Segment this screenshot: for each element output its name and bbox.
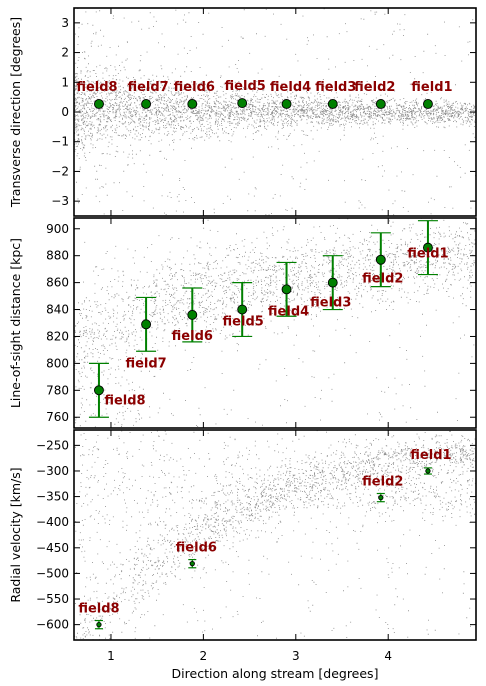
axes: −3 −2 −1 0 1 2 3 760 780 800 820 840 860 880 900 −600 −5… — [36, 7, 477, 663]
data-point-field4 — [281, 284, 292, 295]
field-label-field6: field6 — [176, 541, 217, 556]
data-point-field5 — [237, 304, 248, 315]
data-point-field6 — [187, 309, 198, 320]
field-label-field3: field3 — [310, 296, 351, 311]
y-tick-label: −2 — [51, 164, 69, 178]
panel-frame-2 — [73, 429, 477, 641]
y-axis-label-middle: Line-of-sight distance [kpc] — [8, 238, 23, 408]
y-tick-label: 1 — [61, 75, 69, 89]
star-field-0 — [74, 8, 476, 216]
data-point-field2 — [375, 254, 386, 265]
field-label-field2: field2 — [362, 475, 403, 490]
field-label-field8: field8 — [78, 602, 119, 617]
field-label-field5: field5 — [225, 79, 266, 94]
y-axis-label-top: Transverse direction [degrees] — [8, 17, 23, 208]
y-tick-label: 900 — [46, 222, 69, 236]
field-label-field7: field7 — [127, 80, 168, 95]
field-label-field5: field5 — [223, 315, 264, 330]
field-label-field2: field2 — [354, 80, 395, 95]
y-tick-label: −550 — [36, 592, 69, 606]
x-tick-label: 2 — [200, 649, 208, 663]
y-tick-label: −400 — [36, 515, 69, 529]
y-tick-label: −450 — [36, 541, 69, 555]
x-tick-label: 1 — [107, 649, 115, 663]
data-point-field1 — [422, 242, 433, 253]
x-tick-label: 3 — [292, 649, 300, 663]
field-label-field8: field8 — [76, 80, 117, 95]
data-point-field1 — [425, 468, 431, 474]
data-point-field3 — [327, 99, 338, 109]
y-tick-label: 3 — [61, 16, 69, 30]
y-tick-label: 0 — [61, 105, 69, 119]
y-tick-label: −500 — [36, 566, 69, 580]
y-tick-label: −250 — [36, 438, 69, 452]
background-star-field — [74, 8, 476, 640]
field-label-field1: field1 — [411, 80, 452, 95]
y-tick-label: 880 — [46, 249, 69, 263]
star-field-2 — [74, 430, 476, 640]
data-point-field8 — [96, 621, 102, 628]
x-tick-label: 4 — [384, 649, 392, 663]
y-tick-label: 840 — [46, 303, 69, 317]
field-label-field8: field8 — [104, 393, 145, 408]
y-tick-label: −3 — [51, 194, 69, 208]
y-tick-label: 800 — [46, 356, 69, 370]
field-label-field1: field1 — [407, 247, 448, 262]
y-tick-label: −350 — [36, 490, 69, 504]
y-tick-label: 780 — [46, 383, 69, 397]
y-tick-label: −1 — [51, 135, 69, 149]
data-point-field4 — [281, 99, 292, 109]
y-tick-label: 860 — [46, 276, 69, 290]
data-point-field2 — [378, 494, 384, 501]
chart-marks: field8 field7 field6 field5 field4 field3fiel… — [76, 79, 453, 630]
field-label-field4: field4 — [268, 304, 309, 319]
data-point-field6 — [189, 561, 195, 567]
data-point-field6 — [187, 99, 198, 109]
data-point-field1 — [422, 99, 433, 109]
data-point-field5 — [237, 98, 248, 109]
data-point-field7 — [141, 319, 152, 330]
field-label-field1: field1 — [410, 448, 451, 463]
y-tick-label: 760 — [46, 410, 69, 424]
y-tick-label: −300 — [36, 464, 69, 478]
field-label-field7: field7 — [125, 356, 166, 371]
data-point-field3 — [327, 277, 338, 288]
y-tick-label: 2 — [61, 46, 69, 60]
field-label-field6: field6 — [172, 329, 213, 344]
field-label-field3: field3 — [315, 80, 356, 95]
field-label-field6: field6 — [174, 80, 215, 95]
field-label-field2: field2 — [362, 272, 403, 287]
field-label-field4: field4 — [270, 80, 311, 95]
data-point-field7 — [141, 99, 152, 109]
y-tick-label: −600 — [36, 618, 69, 632]
data-point-field8 — [94, 385, 104, 396]
data-point-field2 — [375, 99, 386, 109]
panel-frame-0 — [73, 7, 477, 217]
panel-frame-1 — [73, 217, 477, 429]
data-point-field8 — [94, 99, 104, 109]
y-tick-label: 820 — [46, 329, 69, 343]
stars-2 — [74, 430, 476, 640]
y-axis-label-bottom: Radial velocity [km/s] — [8, 467, 23, 602]
stars-0 — [74, 8, 476, 216]
x-axis-label: Direction along stream [degrees] — [172, 666, 379, 681]
